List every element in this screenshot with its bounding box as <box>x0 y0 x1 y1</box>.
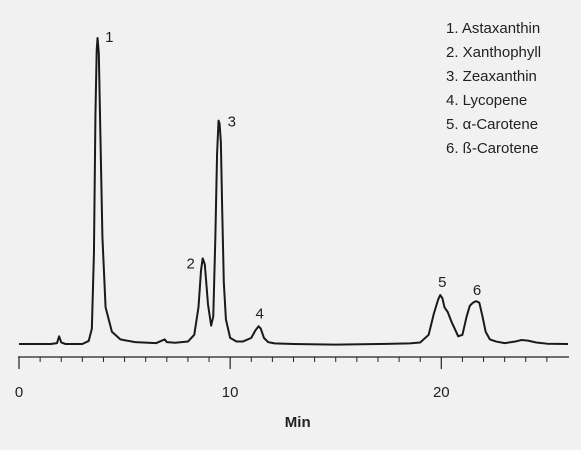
x-ticks: 0 10 20 <box>15 357 548 401</box>
series-layer <box>19 37 569 346</box>
peak-label: 4 <box>256 305 264 322</box>
legend-entry: 4. Lycopene <box>446 92 527 109</box>
legend-entry: 3. Zeaxanthin <box>446 68 537 85</box>
legend-entry: 2. Xanthophyll <box>446 44 541 61</box>
peak-label: 5 <box>438 274 446 291</box>
legend-entry: 1. Astaxanthin <box>446 20 540 37</box>
peak-label: 6 <box>473 282 481 299</box>
legend-entry: 5. α-Carotene <box>446 116 538 133</box>
peak-label: 1 <box>105 29 113 46</box>
peak-label: 2 <box>187 255 195 272</box>
x-tick-label: 0 <box>15 384 23 401</box>
chromatogram-trace <box>19 37 569 346</box>
legend: 1. Astaxanthin 2. Xanthophyll 3. Zeaxanthi… <box>446 20 541 157</box>
x-axis-title: Min <box>285 414 311 431</box>
peak-labels: 1 2 3 4 5 6 <box>105 29 481 322</box>
x-tick-label: 10 <box>222 384 239 401</box>
x-tick-label: 20 <box>433 384 450 401</box>
legend-entry: 6. ß-Carotene <box>446 140 539 157</box>
peak-label: 3 <box>228 114 236 131</box>
